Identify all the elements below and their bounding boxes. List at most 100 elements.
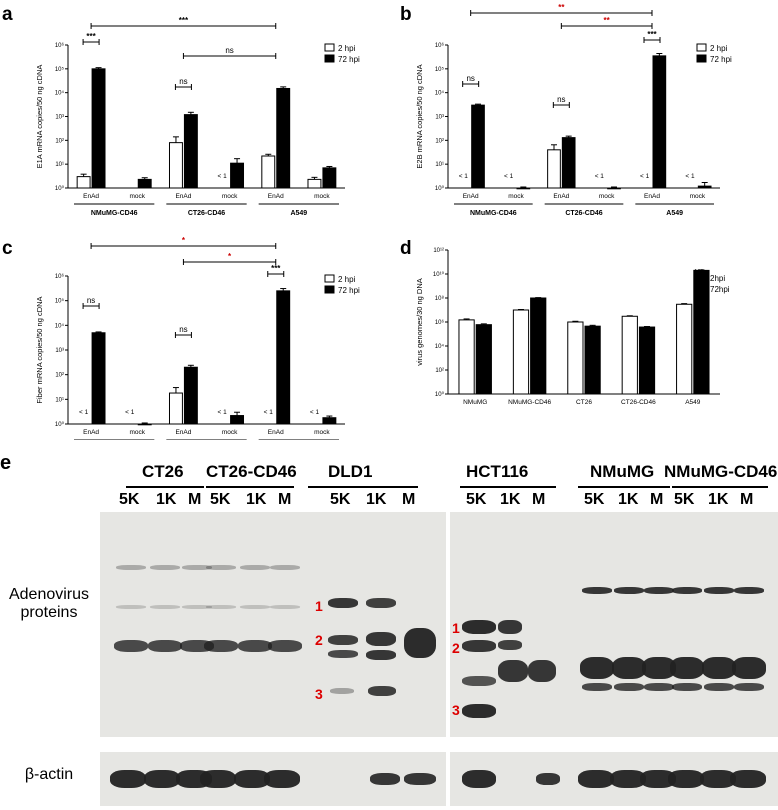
blot-band bbox=[640, 770, 676, 788]
figure: a 10⁰ 10¹ 10² 10³ 10⁴ 10⁵ 10⁶ E1A mRNA copies/50… bbox=[2, 3, 732, 440]
blot-band bbox=[366, 650, 396, 660]
y-tick-label: 10¹² bbox=[433, 248, 444, 254]
y-tick-label: 10⁶ bbox=[435, 319, 445, 326]
y-tick-label: 10⁸ bbox=[435, 295, 445, 302]
beta-actin-label: β-actin bbox=[24, 766, 74, 783]
panel-letter: a bbox=[2, 4, 13, 25]
lane-label: M bbox=[740, 491, 754, 508]
x-tick-label: EnAd bbox=[463, 193, 479, 200]
x-tick-label: EnAd bbox=[553, 193, 569, 200]
y-tick-label: 10¹ bbox=[435, 162, 444, 168]
x-tick-label: EnAd bbox=[175, 193, 191, 200]
y-tick-label: 10² bbox=[435, 138, 444, 144]
x-tick-label: EnAd bbox=[268, 429, 284, 436]
blot-band bbox=[150, 605, 180, 609]
y-tick-label: 10³ bbox=[435, 115, 444, 121]
bar-2hpi bbox=[458, 319, 475, 395]
underline bbox=[460, 486, 556, 488]
sig-label: *** bbox=[694, 268, 704, 277]
y-tick-label: 10³ bbox=[55, 348, 64, 354]
legend-swatch-72hpi bbox=[696, 54, 707, 63]
band-number: 2 bbox=[315, 632, 323, 648]
legend-label: 72 hpi bbox=[338, 286, 360, 295]
panel-label-e: e bbox=[0, 452, 12, 474]
blot-band bbox=[528, 660, 556, 682]
blot-band bbox=[182, 565, 212, 570]
y-tick-label: 10⁵ bbox=[55, 298, 65, 305]
sig-label: ns bbox=[557, 95, 565, 104]
x-tick-label: EnAd bbox=[83, 429, 99, 436]
x-tick-label: CT26-CD46 bbox=[621, 399, 656, 406]
sig-label: *** bbox=[179, 16, 189, 25]
blot-band bbox=[498, 660, 528, 682]
blot-band bbox=[614, 587, 644, 594]
y-axis-label: Fiber mRNA copies/50 ng cDNA bbox=[35, 296, 44, 403]
bar-72hpi bbox=[322, 417, 337, 425]
band-number: 2 bbox=[452, 640, 460, 656]
panel-letter: c bbox=[2, 238, 13, 259]
sig-label: ** bbox=[558, 3, 565, 12]
x-tick-label: mock bbox=[690, 193, 706, 200]
cell-line-hct116: HCT116 bbox=[466, 462, 529, 481]
blot-band bbox=[270, 565, 300, 570]
sig-label: ns bbox=[225, 46, 233, 55]
y-tick-label: 10⁵ bbox=[55, 66, 65, 73]
underline bbox=[308, 486, 418, 488]
blot-band bbox=[644, 587, 674, 594]
y-tick-label: 10⁴ bbox=[435, 90, 445, 97]
blot-band bbox=[404, 628, 436, 658]
x-tick-label: mock bbox=[129, 193, 145, 200]
bar-2hpi bbox=[168, 392, 183, 425]
blot-band bbox=[462, 770, 496, 788]
lane-label: 1K bbox=[500, 491, 521, 508]
lane-label: 5K bbox=[584, 491, 605, 508]
bar-72hpi bbox=[322, 167, 337, 189]
blot-band bbox=[328, 650, 358, 658]
blot-band bbox=[206, 565, 236, 570]
blot-band bbox=[702, 657, 736, 679]
y-tick-label: 10⁴ bbox=[55, 322, 65, 329]
legend-label: 2 hpi bbox=[710, 44, 728, 53]
blot-band bbox=[462, 620, 496, 634]
bar-2hpi bbox=[547, 149, 561, 189]
blot-band bbox=[370, 773, 400, 785]
blot-band bbox=[240, 565, 270, 570]
underline bbox=[206, 486, 294, 488]
legend-swatch-72hpi bbox=[324, 285, 335, 294]
blot-band bbox=[582, 683, 612, 691]
blot-band bbox=[204, 640, 238, 652]
y-axis-label: E2B mRNA copies/50 ng cDNA bbox=[415, 64, 424, 168]
sig-label: ns bbox=[179, 77, 187, 86]
blot-band bbox=[328, 598, 358, 608]
bar-72hpi bbox=[693, 269, 710, 395]
y-tick-label: 10² bbox=[435, 368, 444, 374]
panel-b: b 10⁰ 10¹ 10² 10³ 10⁴ 10⁵ 10⁶ E2B mRNA copies/50… bbox=[400, 3, 732, 217]
blot-band bbox=[404, 773, 436, 785]
bar-72hpi bbox=[276, 87, 291, 189]
y-axis-label: virus genomes/30 ng DNA bbox=[415, 278, 424, 366]
below-detection-label: < 1 bbox=[264, 409, 274, 416]
lane-label: M bbox=[650, 491, 664, 508]
bar-72hpi bbox=[607, 187, 621, 190]
blot-band bbox=[734, 587, 764, 594]
group-label: A549 bbox=[666, 210, 683, 217]
legend-label: 2 hpi bbox=[338, 44, 356, 53]
blot-band bbox=[614, 683, 644, 691]
legend-label: 72hpi bbox=[710, 285, 730, 294]
blot-band bbox=[330, 688, 354, 694]
bar-72hpi bbox=[584, 325, 601, 395]
blot-band bbox=[182, 605, 212, 609]
blot-band bbox=[704, 683, 734, 691]
x-tick-label: mock bbox=[222, 429, 238, 436]
lane-label: 1K bbox=[708, 491, 729, 508]
blot-band bbox=[328, 635, 358, 645]
bar-2hpi bbox=[621, 315, 638, 395]
blot-band bbox=[730, 770, 766, 788]
bar-72hpi bbox=[91, 332, 106, 425]
y-tick-label: 10¹⁰ bbox=[433, 271, 445, 278]
legend-label: 2 hpi bbox=[338, 275, 356, 284]
group-label: CT26-CD46 bbox=[188, 210, 225, 217]
x-tick-label: mock bbox=[599, 193, 615, 200]
y-tick-label: 10⁰ bbox=[55, 185, 65, 192]
lane-label: M bbox=[278, 491, 292, 508]
